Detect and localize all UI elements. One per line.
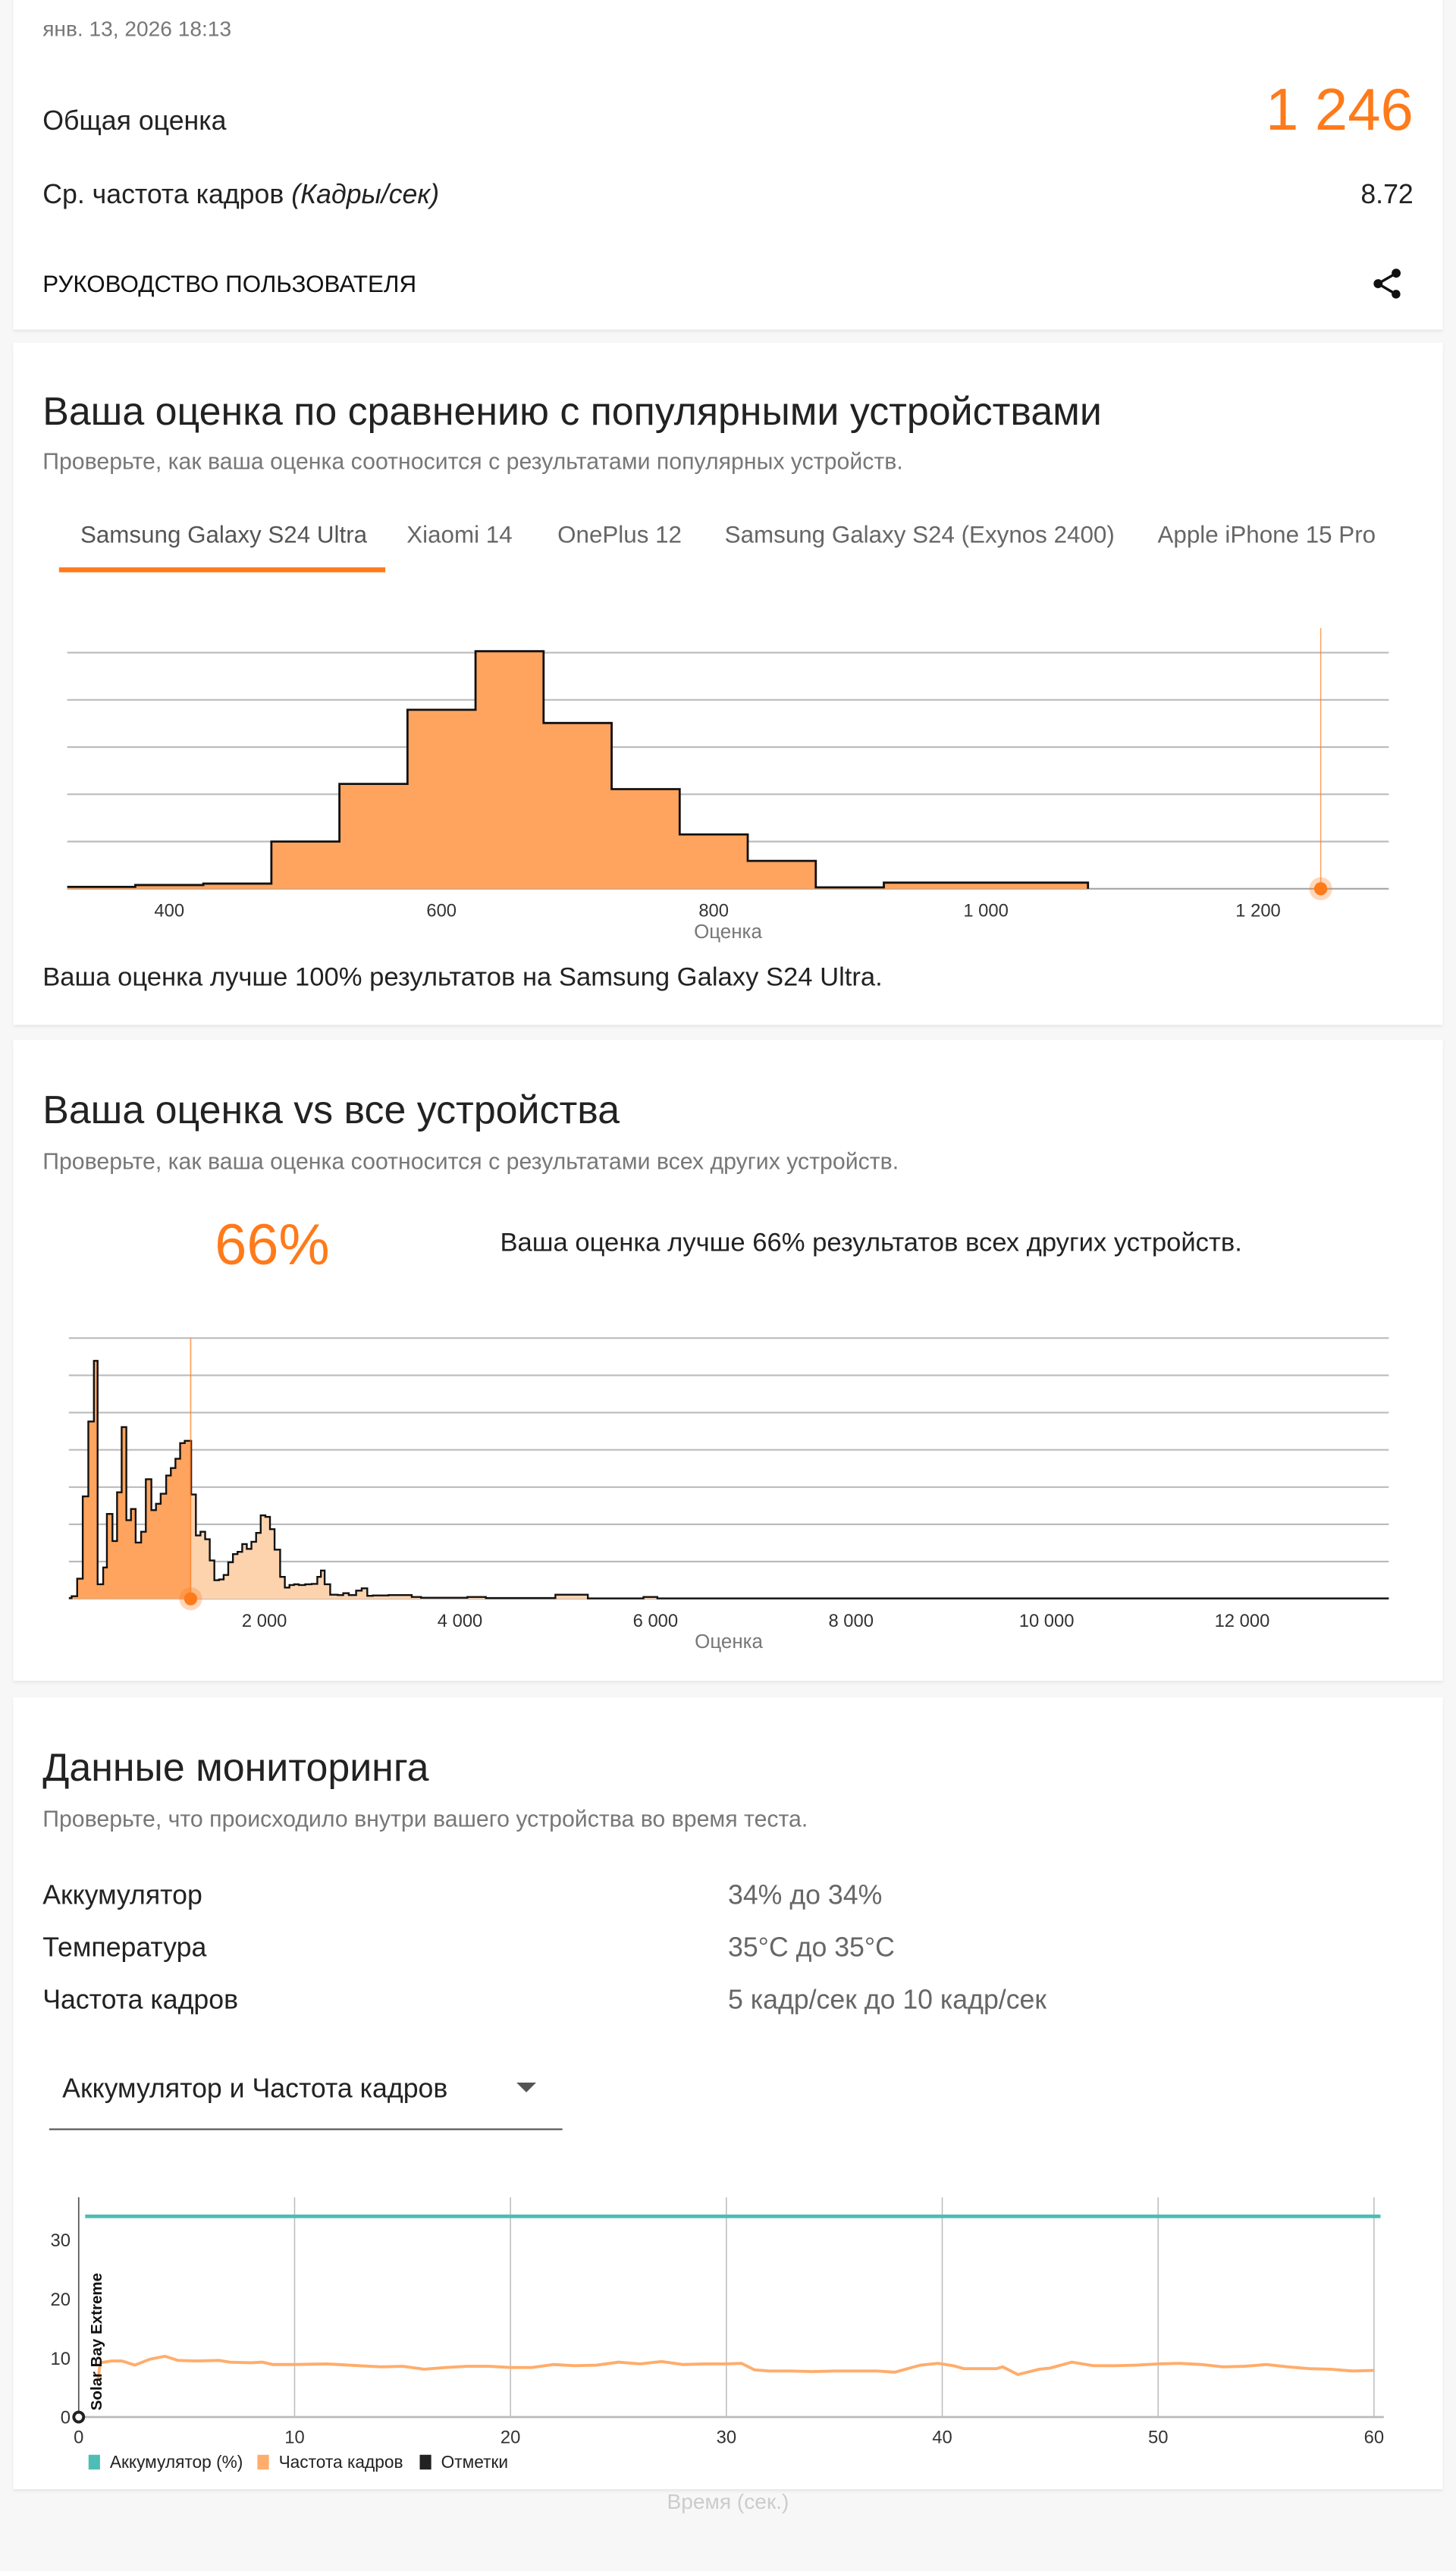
temperature-label: Температура <box>42 1933 207 1964</box>
active-tab-indicator <box>58 567 386 573</box>
your-score-marker <box>1313 882 1328 896</box>
user-guide-link[interactable]: РУКОВОДСТВО ПОЛЬЗОВАТЕЛЯ <box>42 272 417 299</box>
tab-samsung-galaxy-s24-exynos[interactable]: Samsung Galaxy S24 (Exynos 2400) <box>724 523 1115 550</box>
fps-line <box>96 2354 1374 2379</box>
x-tick-label: 10 000 <box>1019 1611 1075 1631</box>
chart-series-dropdown[interactable]: Аккумулятор и Частота кадров <box>49 2061 563 2130</box>
avg-fps-unit: (Кадры/сек) <box>291 180 440 210</box>
battery-value: 34% до 34% <box>727 1880 883 1910</box>
section-title: Ваша оценка vs все устройства <box>42 1088 620 1134</box>
tab-xiaomi-14[interactable]: Xiaomi 14 <box>406 523 513 550</box>
section-subtitle: Проверьте, что происходило внутри вашего… <box>42 1805 808 1832</box>
legend-label: Аккумулятор (%) <box>110 2452 243 2472</box>
legend-swatch <box>88 2454 100 2470</box>
overall-score-label: Общая оценка <box>42 106 227 137</box>
x-tick-label: 800 <box>698 901 729 921</box>
x-tick-label: 50 <box>1148 2428 1168 2448</box>
section-title: Ваша оценка по сравнению с популярными у… <box>42 390 1102 435</box>
x-tick-label: 400 <box>154 901 184 921</box>
x-tick-label: 6 000 <box>633 1611 678 1631</box>
histogram-outline <box>68 1360 1389 1599</box>
x-tick-label: 600 <box>426 901 457 921</box>
overall-score-value: 1 246 <box>1265 75 1414 143</box>
y-tick-label: 0 <box>61 2408 71 2428</box>
result-card: янв. 13, 2026 18:13 Общая оценка 1 246 С… <box>13 0 1443 330</box>
mark-marker <box>72 2410 86 2424</box>
dropdown-selected-value: Аккумулятор и Частота кадров <box>62 2074 448 2105</box>
x-axis-label: Оценка <box>695 1631 763 1653</box>
x-tick-label: 60 <box>1364 2428 1384 2448</box>
x-tick-label: 20 <box>500 2428 520 2448</box>
section-subtitle: Проверьте, как ваша оценка соотносится с… <box>42 1147 899 1175</box>
x-tick-label: 8 000 <box>828 1611 873 1631</box>
temperature-value: 35°C до 35°C <box>727 1933 895 1964</box>
all-devices-histogram: 2 000 4 000 6 000 8 000 10 000 12 000 Оценка <box>68 1337 1389 1653</box>
section-subtitle: Проверьте, как ваша оценка соотносится с… <box>42 447 903 474</box>
x-tick-label: 1 000 <box>963 901 1008 921</box>
tab-apple-iphone-15-pro[interactable]: Apple iPhone 15 Pro <box>1157 523 1376 550</box>
histogram-area-below <box>68 1361 191 1599</box>
your-score-marker <box>184 1592 198 1606</box>
popular-summary: Ваша оценка лучше 100% результатов на Sa… <box>42 964 883 993</box>
legend-label: Частота кадров <box>279 2452 403 2472</box>
mark-annotation: Solar Bay Extreme <box>88 2273 105 2410</box>
y-tick-label: 20 <box>51 2290 71 2310</box>
percentile-value: 66% <box>215 1213 330 1278</box>
x-axis-label: Оценка <box>694 921 762 943</box>
histogram-outline <box>67 650 1090 889</box>
x-tick-label: 0 <box>74 2428 83 2448</box>
tab-samsung-galaxy-s24-ultra[interactable]: Samsung Galaxy S24 Ultra <box>80 523 368 550</box>
battery-label: Аккумулятор <box>42 1880 202 1910</box>
histogram-area-above <box>68 1361 1389 1599</box>
monitoring-card: Данные мониторинга Проверьте, что происх… <box>13 1697 1443 2490</box>
y-tick-label: 10 <box>51 2349 71 2369</box>
histogram-area <box>67 651 1088 889</box>
avg-fps-label-text: Ср. частота кадров <box>42 180 284 210</box>
time-axis-label: Время (сек.) <box>667 2489 789 2514</box>
tab-oneplus-12[interactable]: OnePlus 12 <box>557 523 682 550</box>
popular-devices-histogram: 400 600 800 1 000 1 200 Оценка <box>67 628 1389 943</box>
x-tick-label: 12 000 <box>1215 1611 1270 1631</box>
x-tick-label: 1 200 <box>1235 901 1280 921</box>
legend-label: Отметки <box>441 2452 509 2472</box>
x-tick-label: 4 000 <box>438 1611 482 1631</box>
legend-swatch <box>257 2454 269 2470</box>
dropdown-arrow-icon <box>516 2082 537 2092</box>
x-tick-label: 10 <box>284 2428 304 2448</box>
x-tick-label: 40 <box>932 2428 952 2448</box>
x-tick-label: 30 <box>717 2428 736 2448</box>
popular-devices-card: Ваша оценка по сравнению с популярными у… <box>13 342 1443 1025</box>
percentile-summary: Ваша оценка лучше 66% результатов всех д… <box>500 1229 1242 1258</box>
result-date: янв. 13, 2026 18:13 <box>42 16 232 42</box>
y-tick-label: 30 <box>51 2230 71 2251</box>
avg-fps-value: 8.72 <box>1360 180 1414 210</box>
share-icon[interactable] <box>1369 265 1405 302</box>
fps-value: 5 кадр/сек до 10 кадр/сек <box>727 1986 1047 2016</box>
section-title: Данные мониторинга <box>42 1746 429 1791</box>
x-tick-label: 2 000 <box>242 1611 287 1631</box>
avg-fps-label: Ср. частота кадров (Кадры/сек) <box>42 181 439 212</box>
legend-swatch <box>419 2454 431 2470</box>
fps-label: Частота кадров <box>42 1986 239 2016</box>
